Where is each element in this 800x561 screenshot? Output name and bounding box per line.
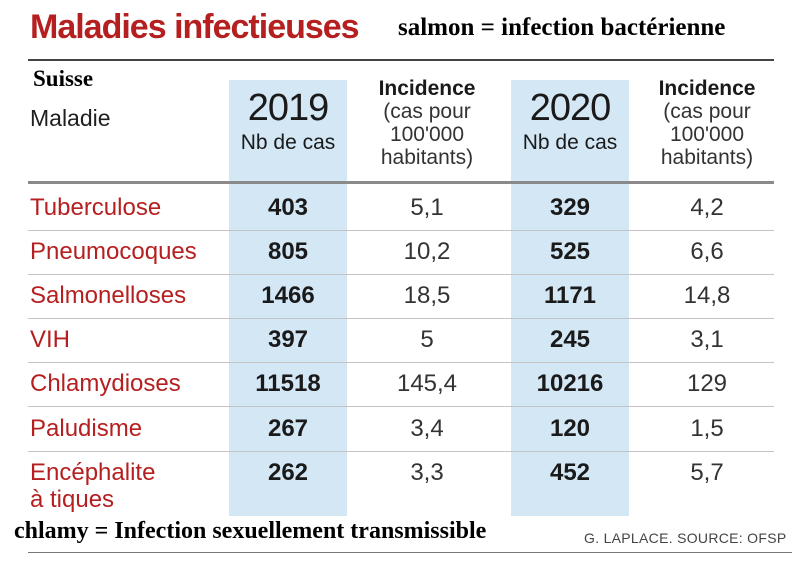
row-divider: [28, 362, 774, 363]
cases-2019: 11518: [255, 370, 321, 397]
top-divider: [28, 59, 774, 61]
year-2019-subtitle: Nb de cas: [240, 131, 336, 154]
disease-name: Pneumocoques: [30, 238, 197, 265]
column-header-2020: 2020 Nb de cas: [511, 86, 629, 156]
incidence-2020-title: Incidence: [658, 77, 756, 100]
disease-name-line2: à tiques: [30, 486, 115, 513]
incidence-2019: 5,1: [410, 194, 444, 221]
cases-2019: 262: [267, 459, 309, 486]
page-title: Maladies infectieuses: [30, 8, 360, 46]
disease-name-line1: Encéphalite: [30, 459, 156, 486]
incidence-2019: 3,4: [410, 415, 444, 442]
incidence-2020: 3,1: [690, 326, 724, 353]
incidence-2020: 129: [686, 370, 728, 397]
incidence-2019-line4: habitants): [380, 146, 474, 169]
annotation-salmon: salmon = infection bactérienne: [398, 14, 726, 41]
incidence-2020-line3: 100'000: [669, 123, 745, 146]
column-header-2019: 2019 Nb de cas: [229, 86, 347, 156]
incidence-2019: 145,4: [396, 370, 458, 397]
disease-name: Paludisme: [30, 415, 143, 442]
incidence-2020-line4: habitants): [660, 146, 754, 169]
column-band-2019: [229, 80, 347, 516]
disease-name: Tuberculose: [30, 194, 162, 221]
cases-2019: 267: [267, 415, 309, 442]
incidence-2020: 14,8: [683, 282, 731, 309]
column-band-2020: [511, 80, 629, 516]
source-credit: G. LAPLACE. SOURCE: OFSP: [584, 530, 787, 546]
cases-2020: 452: [549, 459, 591, 486]
cases-2019: 1466: [261, 282, 315, 309]
annotation-chlamy: chlamy = Infection sexuellement transmis…: [14, 518, 487, 544]
column-header-incidence-2019: Incidence (cas pour 100'000 habitants): [352, 77, 502, 169]
row-divider: [28, 406, 774, 407]
disease-name: VIH: [30, 326, 71, 353]
incidence-2019: 10,2: [403, 238, 451, 265]
incidence-2019-line2: (cas pour: [383, 100, 471, 123]
row-divider: [28, 318, 774, 319]
incidence-2020: 5,7: [690, 459, 724, 486]
year-2020: 2020: [529, 87, 612, 129]
column-header-maladie: Maladie: [30, 105, 111, 131]
column-header-incidence-2020: Incidence (cas pour 100'000 habitants): [632, 77, 782, 169]
cases-2019: 397: [267, 326, 309, 353]
year-2019: 2019: [247, 87, 330, 129]
cases-2019: 805: [267, 238, 309, 265]
incidence-2019: 18,5: [403, 282, 451, 309]
incidence-2020-line2: (cas pour: [663, 100, 751, 123]
cases-2020: 525: [549, 238, 591, 265]
incidence-2020: 1,5: [690, 415, 724, 442]
incidence-2019-line3: 100'000: [389, 123, 465, 146]
row-divider: [28, 230, 774, 231]
cases-2019: 403: [267, 194, 309, 221]
incidence-2019: 3,3: [410, 459, 444, 486]
disease-name: Chlamydioses: [30, 370, 181, 397]
year-2020-subtitle: Nb de cas: [522, 131, 618, 154]
incidence-2019: 5: [420, 326, 434, 353]
cases-2020: 10216: [536, 370, 604, 397]
country-label: Suisse: [33, 66, 94, 91]
row-divider: [28, 451, 774, 452]
cases-2020: 120: [549, 415, 591, 442]
row-divider: [28, 274, 774, 275]
incidence-2020: 4,2: [690, 194, 724, 221]
disease-name: Salmonelloses: [30, 282, 187, 309]
cases-2020: 1171: [543, 282, 597, 309]
header-divider: [28, 181, 774, 184]
bottom-divider: [28, 552, 792, 553]
incidence-2019-title: Incidence: [378, 77, 476, 100]
cases-2020: 329: [549, 194, 591, 221]
incidence-2020: 6,6: [690, 238, 724, 265]
cases-2020: 245: [549, 326, 591, 353]
